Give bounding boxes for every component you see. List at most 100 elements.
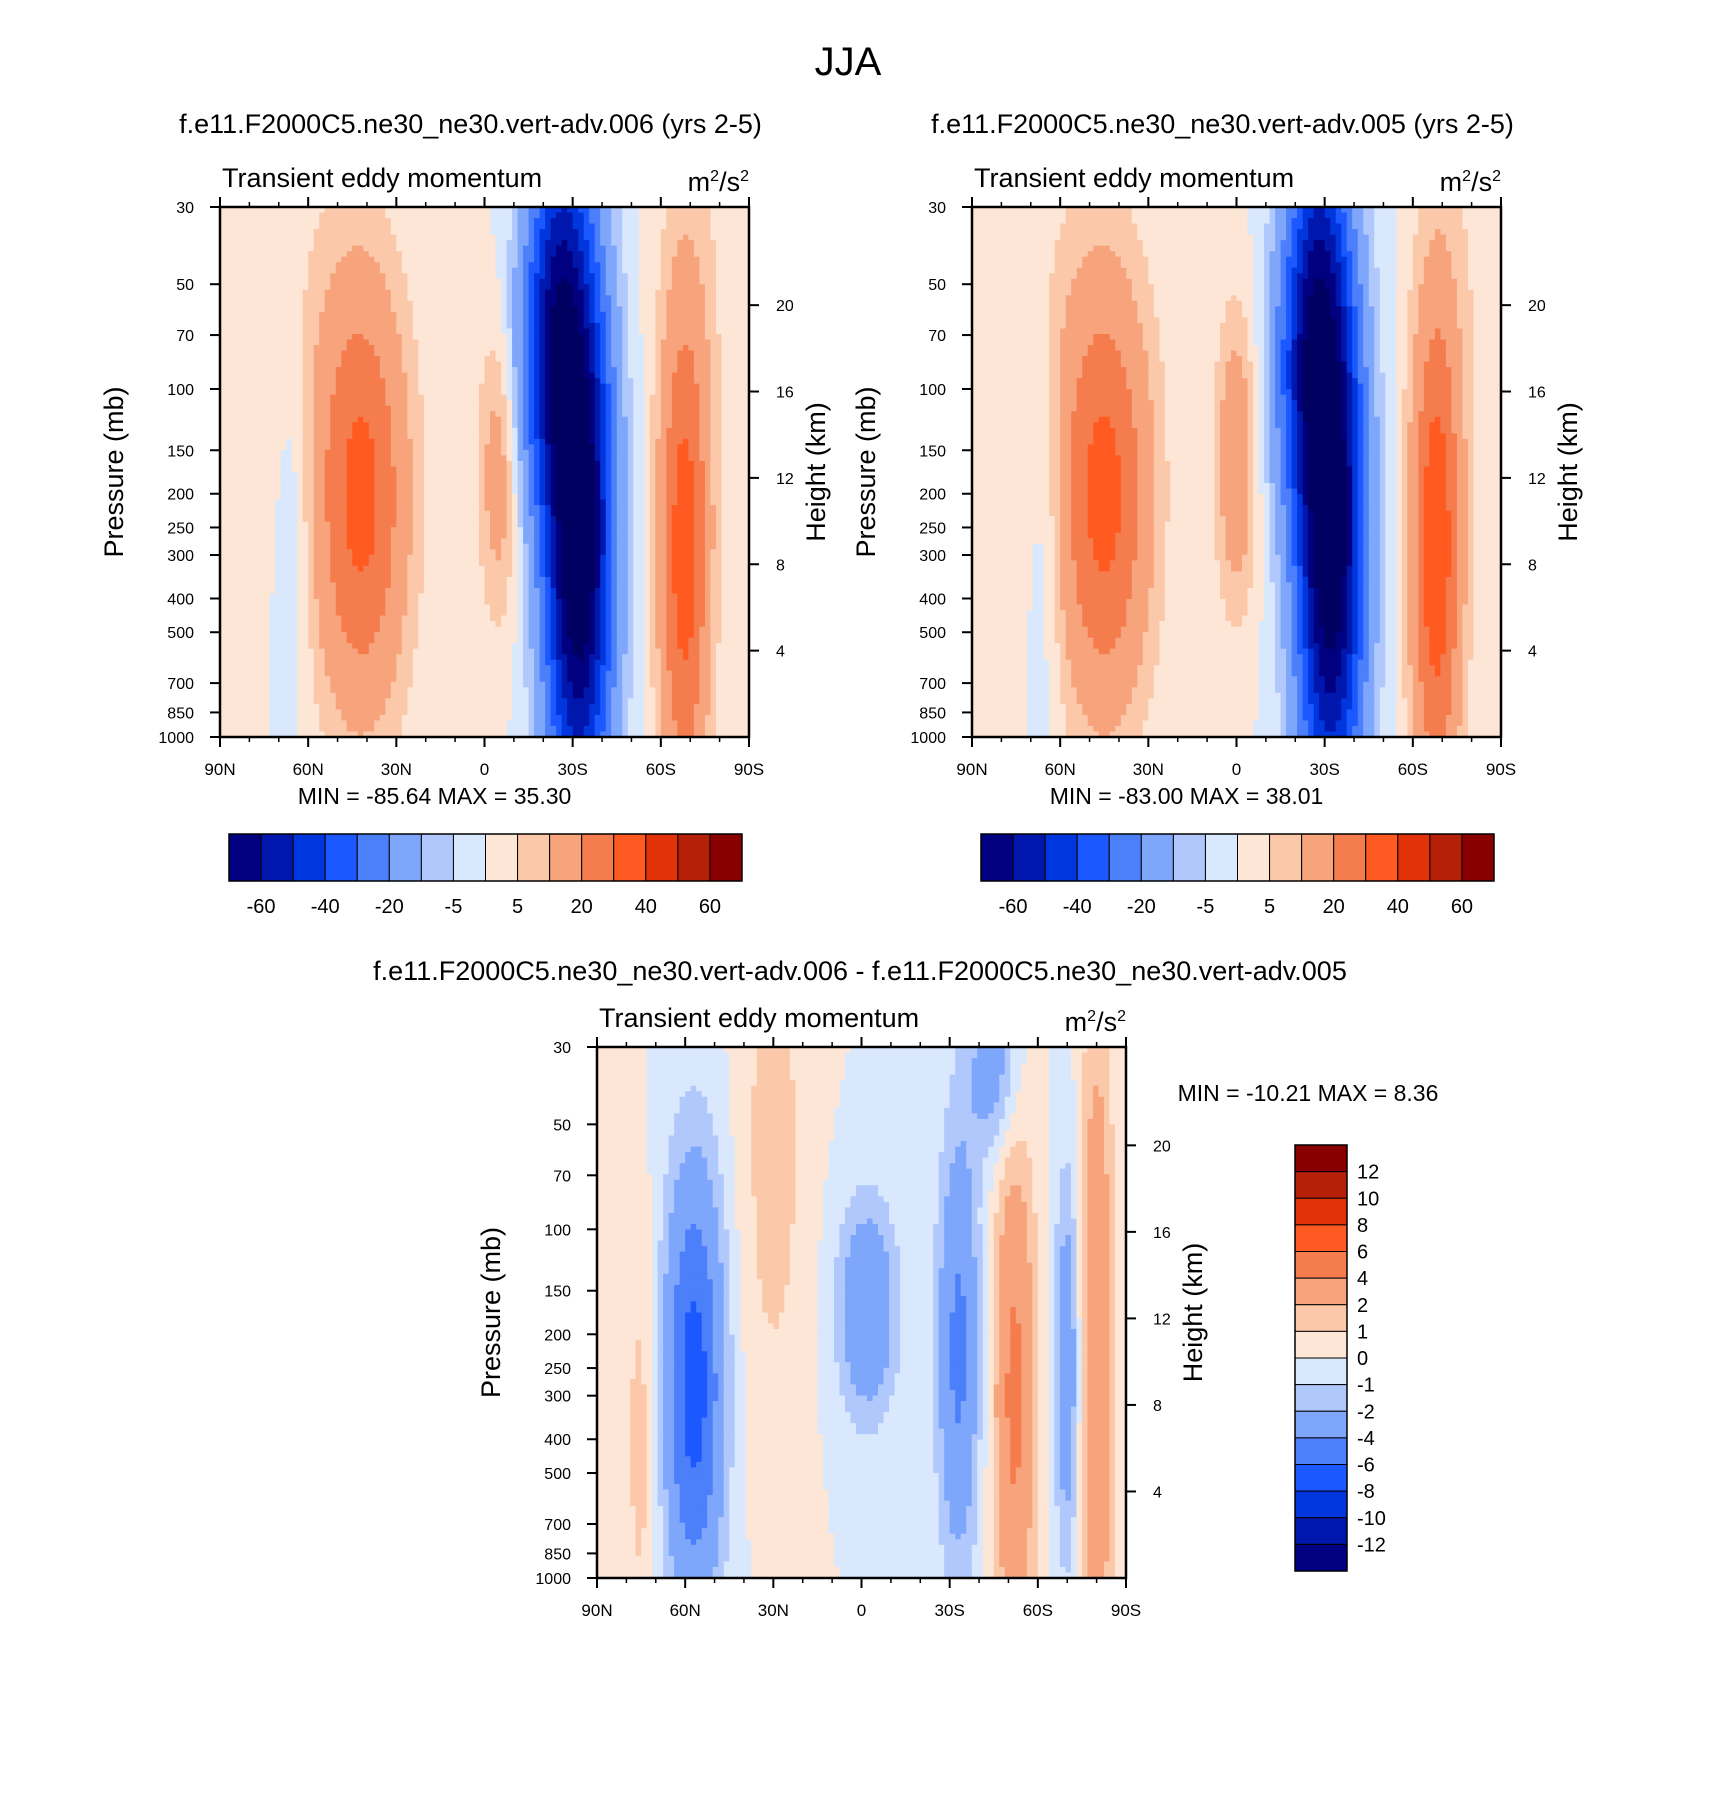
contour-cell (627, 455, 634, 462)
contour-cell (401, 438, 408, 445)
contour-cell (385, 411, 392, 418)
contour-cell (418, 455, 425, 462)
contour-cell (473, 267, 480, 274)
contour-cell (534, 240, 541, 247)
contour-cell (313, 295, 320, 302)
contour-cell (352, 466, 359, 473)
contour-cell (561, 422, 568, 429)
contour-cell (660, 218, 667, 225)
contour-cell (633, 438, 640, 445)
contour-cell (407, 251, 414, 258)
contour-cell (638, 460, 645, 468)
contour-cell (434, 256, 442, 263)
contour-cell (396, 333, 403, 341)
contour-cell (368, 306, 375, 313)
contour-cell (423, 256, 430, 263)
contour-cell (225, 306, 232, 313)
contour-cell (545, 306, 552, 313)
contour-cell (478, 306, 486, 313)
contour-cell (407, 295, 414, 302)
contour-cell (534, 372, 541, 379)
contour-cell (385, 229, 392, 236)
contour-cell (649, 345, 656, 352)
contour-cell (253, 405, 260, 412)
contour-cell (478, 256, 486, 263)
contour-cell (407, 472, 414, 479)
contour-cell (363, 311, 370, 319)
contour-cell (451, 322, 458, 330)
contour-cell (335, 289, 342, 296)
contour-cell (495, 262, 502, 269)
contour-cell (297, 411, 304, 418)
contour-cell (341, 278, 348, 285)
contour-cell (644, 333, 651, 341)
contour-cell (467, 400, 475, 407)
contour-cell (236, 405, 243, 412)
contour-cell (600, 433, 607, 440)
contour-cell (313, 383, 320, 390)
contour-cell (726, 212, 734, 219)
contour-cell (308, 284, 315, 291)
contour-cell (627, 245, 634, 252)
contour-cell (704, 389, 712, 396)
contour-cell (666, 295, 673, 302)
contour-cell (693, 251, 701, 258)
contour-cell (297, 278, 304, 285)
contour-cell (456, 345, 464, 352)
contour-cell (501, 328, 508, 335)
contour-cell (291, 339, 298, 346)
contour-cell (512, 367, 519, 374)
contour-cell (302, 284, 309, 291)
contour-cell (231, 477, 238, 484)
contour-cell (368, 427, 375, 434)
contour-cell (379, 361, 386, 368)
contour-cell (512, 416, 519, 423)
contour-cell (357, 311, 364, 319)
contour-cell (368, 295, 375, 302)
contour-cell (561, 356, 568, 363)
contour-cell (275, 449, 282, 457)
contour-cell (258, 267, 265, 274)
contour-cell (600, 455, 607, 462)
contour-cell (412, 251, 419, 258)
contour-cell (528, 300, 535, 307)
contour-cell (677, 427, 684, 434)
contour-cell (567, 306, 574, 313)
contour-cell (231, 262, 238, 269)
contour-cell (523, 488, 530, 495)
contour-cell (506, 389, 513, 396)
contour-cell (594, 433, 601, 440)
contour-cell (578, 488, 585, 495)
contour-cell (572, 333, 579, 341)
contour-cell (467, 306, 475, 313)
contour-cell (313, 483, 320, 490)
contour-cell (726, 477, 734, 484)
contour-cell (572, 245, 579, 252)
contour-cell (462, 367, 469, 374)
contour-cell (715, 240, 723, 247)
contour-cell (627, 322, 634, 330)
contour-cell (638, 267, 645, 274)
contour-cell (346, 460, 353, 468)
contour-cell (726, 278, 734, 285)
contour-cell (726, 411, 734, 418)
contour-cell (462, 460, 469, 468)
contour-cell (578, 438, 585, 445)
contour-cell (434, 350, 442, 357)
contour-cell (611, 455, 618, 462)
contour-cell (583, 350, 590, 357)
contour-cell (390, 378, 397, 385)
contour-cell (627, 483, 634, 490)
contour-cell (220, 311, 227, 319)
contour-cell (341, 383, 348, 390)
contour-cell (594, 427, 601, 434)
contour-cell (605, 455, 612, 462)
contour-cell (390, 389, 397, 396)
contour-cell (660, 245, 667, 252)
contour-cell (567, 278, 574, 285)
contour-cell (589, 455, 596, 462)
contour-cell (418, 251, 425, 258)
contour-cell (666, 317, 673, 324)
contour-cell (737, 267, 745, 274)
